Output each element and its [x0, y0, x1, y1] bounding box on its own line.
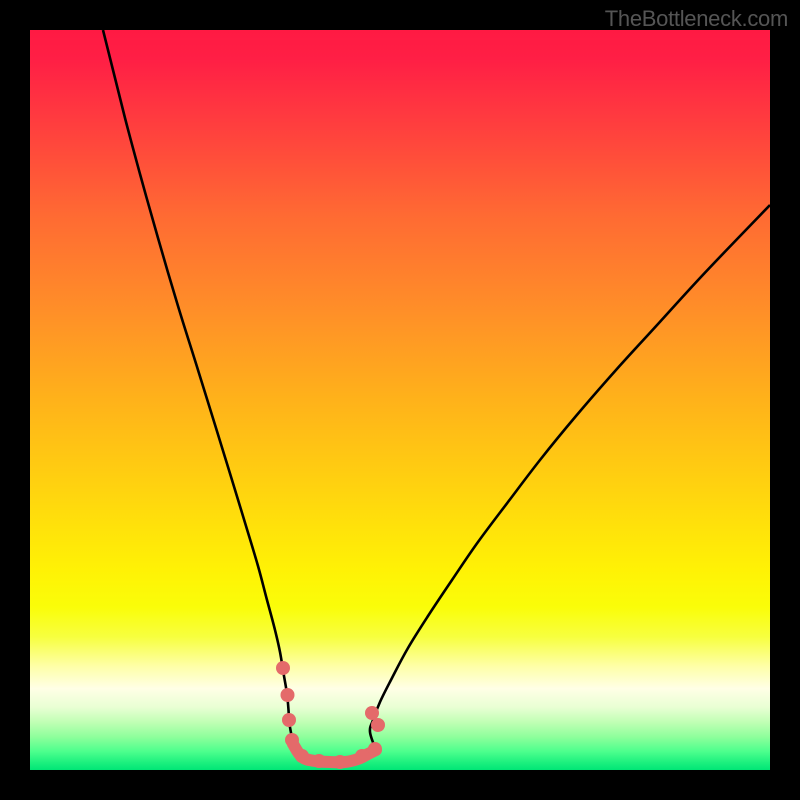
chart-region — [30, 30, 770, 770]
chart-svg — [30, 30, 770, 770]
marker-point — [281, 688, 295, 702]
marker-point — [368, 742, 382, 756]
marker-point — [371, 718, 385, 732]
marker-point — [285, 733, 299, 747]
marker-point — [333, 755, 347, 769]
marker-point — [312, 754, 326, 768]
marker-point — [365, 706, 379, 720]
marker-point — [295, 749, 309, 763]
marker-point — [276, 661, 290, 675]
marker-point — [355, 749, 369, 763]
plot-background — [30, 30, 770, 770]
watermark: TheBottleneck.com — [605, 6, 788, 32]
marker-point — [282, 713, 296, 727]
